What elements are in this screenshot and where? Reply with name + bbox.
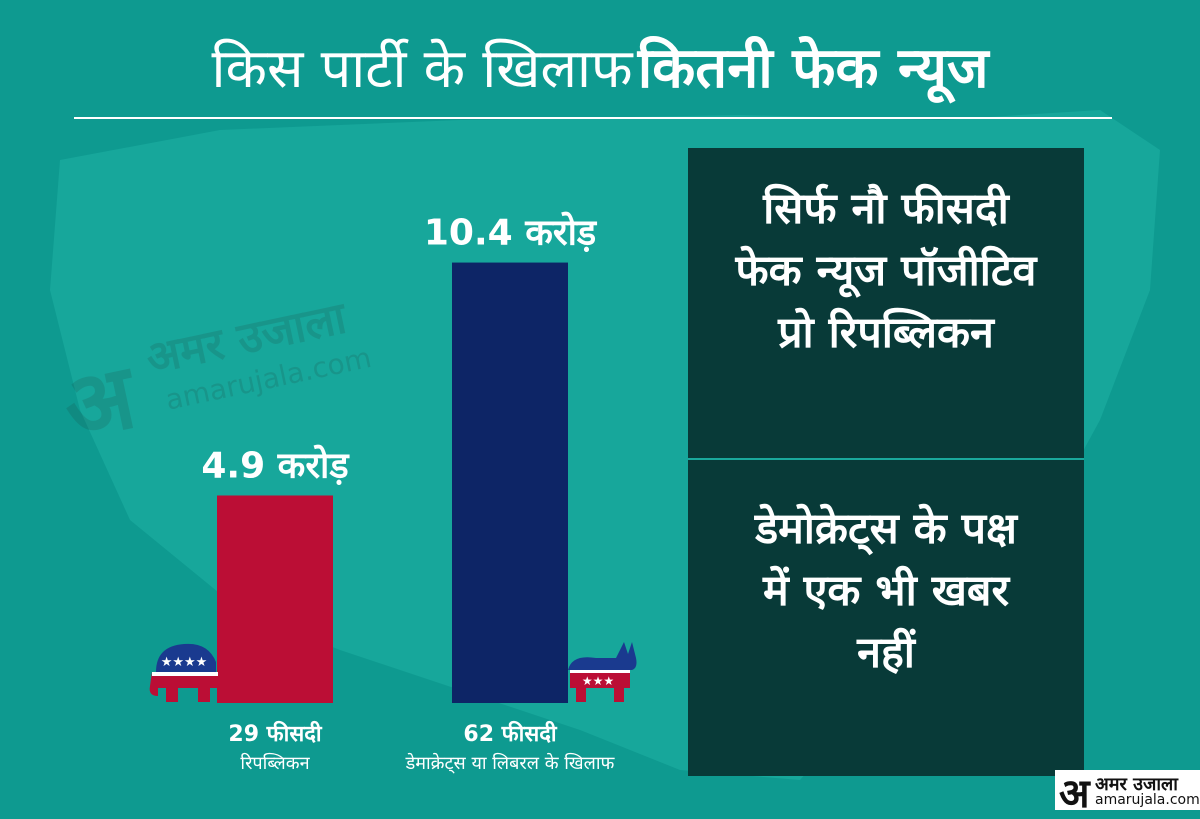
title-regular: किस पार्टी के खिलाफ [211, 37, 633, 100]
amar-ujala-logo: अ अमर उजाला amarujala.com [1055, 770, 1200, 817]
info-line: डेमोक्रेट्स के पक्ष [755, 504, 1017, 554]
info-divider [688, 458, 1084, 460]
info-block-pro-democrat: डेमोक्रेट्स के पक्ष में एक भी खबर नहीं [688, 498, 1084, 684]
bar-percent-label: 29 फीसदी [228, 720, 322, 747]
svg-text:★★★★: ★★★★ [161, 655, 208, 670]
info-box: सिर्फ नौ फीसदी फेक न्यूज पॉजीटिव प्रो रि… [688, 148, 1084, 776]
page-title: किस पार्टी के खिलाफ कितनी फेक न्यूज [70, 28, 1130, 116]
bar [217, 495, 333, 703]
bar [452, 262, 568, 703]
logo-url: amarujala.com [1095, 792, 1200, 808]
bar-percent-label: 62 फीसदी [463, 720, 557, 747]
bar-value-label: 4.9 करोड़ [201, 444, 350, 486]
bar-value-label: 10.4 करोड़ [424, 212, 598, 254]
info-line: प्रो रिपब्लिकन [778, 308, 994, 358]
info-line: फेक न्यूज पॉजीटिव [735, 246, 1037, 296]
logo-glyph: अ [1059, 771, 1090, 817]
title-underline [74, 117, 1112, 119]
category-label: डेमाक्रेट्स या लिबरल के खिलाफ [405, 752, 616, 774]
svg-text:★★★: ★★★ [582, 674, 614, 688]
logo-name: अमर उजाला [1095, 774, 1178, 795]
info-line: में एक भी खबर [762, 566, 1010, 616]
category-label: रिपब्लिकन [240, 752, 310, 774]
title-bold: कितनी फेक न्यूज [637, 36, 989, 101]
democrat-donkey-icon: ★★★ [568, 642, 637, 702]
info-line: सिर्फ नौ फीसदी [763, 184, 1009, 234]
info-block-pro-republican: सिर्फ नौ फीसदी फेक न्यूज पॉजीटिव प्रो रि… [688, 178, 1084, 364]
info-line: नहीं [857, 628, 915, 678]
republican-elephant-icon: ★★★★ [149, 643, 218, 702]
